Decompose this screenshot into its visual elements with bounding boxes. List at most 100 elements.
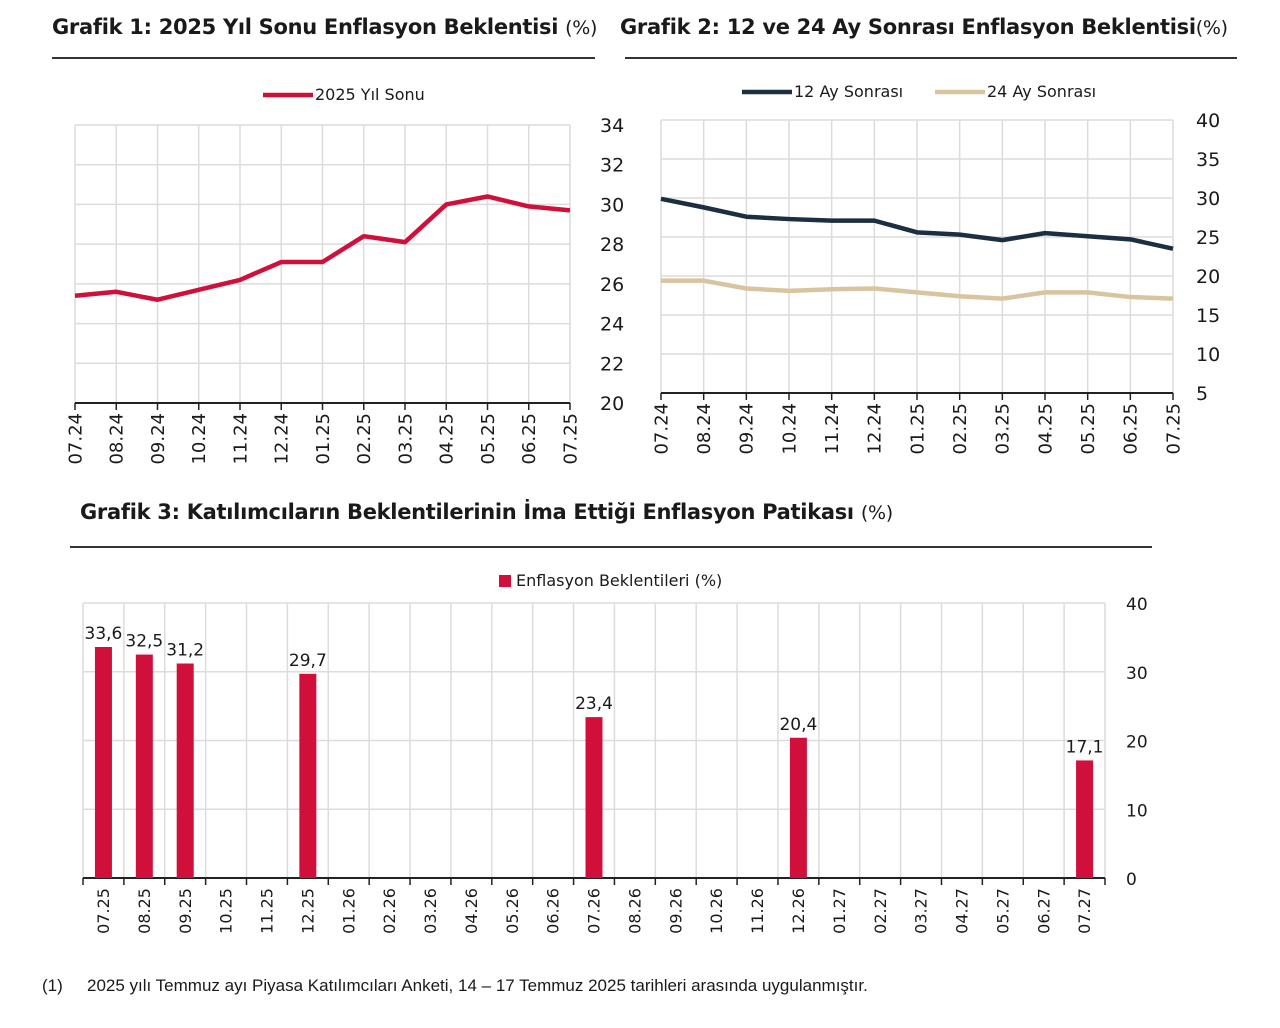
x-tick-label: 03.25 [993, 403, 1014, 455]
bar [299, 673, 317, 878]
y-tick-label: 30 [1126, 664, 1148, 684]
y-tick-label: 40 [1126, 595, 1148, 615]
x-tick-label: 05.27 [993, 888, 1012, 934]
x-tick-label: 07.25 [94, 888, 113, 934]
x-tick-label: 01.27 [830, 888, 849, 934]
chart2-title-unit: (%) [1195, 17, 1228, 39]
bar [176, 663, 194, 878]
x-tick-label: 07.24 [65, 413, 86, 465]
y-tick-label: 35 [1196, 149, 1220, 171]
chart1-title-text: Grafik 1: 2025 Yıl Sonu Enflasyon Beklen… [52, 15, 559, 39]
chart3-title-rule [70, 546, 1152, 548]
legend-label: 2025 Yıl Sonu [315, 85, 425, 104]
series-line [74, 194, 571, 302]
x-tick-label: 10.26 [707, 888, 726, 934]
x-tick-label: 05.25 [1078, 403, 1099, 455]
x-tick-label: 02.26 [380, 888, 399, 934]
x-tick-label: 11.24 [822, 403, 843, 455]
data-label: 29,7 [289, 651, 327, 671]
x-tick-label: 10.25 [217, 888, 236, 934]
chart1-title-unit: (%) [565, 17, 598, 39]
y-tick-label: 20 [1126, 733, 1148, 753]
bar [585, 717, 603, 878]
x-tick-label: 01.25 [907, 403, 928, 455]
y-tick-label: 22 [600, 353, 624, 375]
x-tick-label: 09.24 [148, 413, 169, 465]
footnote: (1) 2025 yılı Temmuz ayı Piyasa Katılımcı… [42, 976, 868, 996]
y-tick-label: 5 [1196, 383, 1208, 405]
x-tick-label: 02.25 [950, 403, 971, 455]
chart3-title-text: Grafik 3: Katılımcıların Beklentilerinin… [80, 500, 854, 524]
x-tick-label: 04.26 [462, 888, 481, 934]
x-tick-label: 11.24 [230, 413, 251, 465]
x-tick-label: 11.26 [748, 888, 767, 934]
chart3-title: Grafik 3: Katılımcıların Beklentilerinin… [80, 500, 893, 524]
x-tick-label: 04.27 [953, 888, 972, 934]
x-tick-label: 02.25 [354, 413, 375, 465]
x-tick-label: 01.25 [313, 413, 334, 465]
bar [1076, 760, 1094, 878]
x-tick-label: 09.25 [176, 888, 195, 934]
x-tick-label: 08.24 [694, 403, 715, 455]
y-tick-label: 30 [600, 194, 624, 216]
x-tick-label: 07.24 [651, 403, 672, 455]
data-label: 20,4 [779, 715, 817, 735]
x-tick-label: 12.26 [789, 888, 808, 934]
y-tick-label: 24 [600, 314, 624, 336]
series-line [660, 196, 1174, 251]
chart3-title-unit: (%) [860, 502, 893, 524]
chart2-title: Grafik 2: 12 ve 24 Ay Sonrası Enflasyon … [620, 15, 1228, 39]
y-tick-label: 32 [600, 155, 624, 177]
x-tick-label: 06.25 [519, 413, 540, 465]
y-tick-label: 15 [1196, 305, 1220, 327]
x-tick-label: 07.25 [1163, 403, 1184, 455]
y-tick-label: 34 [600, 115, 624, 137]
x-tick-label: 12.25 [298, 888, 317, 934]
x-tick-label: 11.25 [258, 888, 277, 934]
x-tick-label: 09.26 [666, 888, 685, 934]
chart2-title-text: Grafik 2: 12 ve 24 Ay Sonrası Enflasyon … [620, 15, 1196, 39]
y-tick-label: 10 [1126, 801, 1148, 821]
x-tick-label: 04.25 [1035, 403, 1056, 455]
footnote-text: 2025 yılı Temmuz ayı Piyasa Katılımcılar… [87, 976, 868, 995]
x-tick-label: 02.27 [871, 888, 890, 934]
x-tick-label: 05.26 [503, 888, 522, 934]
x-tick-label: 06.25 [1121, 403, 1142, 455]
legend-label: Enflasyon Beklentileri (%) [516, 571, 722, 590]
chart1-title: Grafik 1: 2025 Yıl Sonu Enflasyon Beklen… [52, 15, 597, 39]
chart2-title-rule [625, 57, 1237, 59]
chart1-title-rule [52, 57, 595, 59]
x-tick-label: 12.24 [272, 413, 293, 465]
x-tick-label: 04.25 [437, 413, 458, 465]
x-tick-label: 07.25 [560, 413, 581, 465]
x-tick-label: 10.24 [189, 413, 210, 465]
bar [135, 654, 153, 878]
x-tick-label: 06.27 [1034, 888, 1053, 934]
x-tick-label: 03.25 [395, 413, 416, 465]
bar [94, 647, 112, 878]
bar [789, 737, 807, 878]
y-tick-label: 20 [600, 393, 624, 415]
x-tick-label: 03.27 [912, 888, 931, 934]
x-tick-label: 12.24 [865, 403, 886, 455]
y-tick-label: 0 [1126, 870, 1137, 890]
x-tick-label: 08.25 [135, 888, 154, 934]
x-tick-label: 09.24 [737, 403, 758, 455]
x-tick-label: 08.24 [107, 413, 128, 465]
legend-label: 12 Ay Sonrası [794, 82, 903, 101]
x-tick-label: 07.26 [585, 888, 604, 934]
footnote-marker: (1) [42, 976, 63, 995]
y-tick-label: 20 [1196, 266, 1220, 288]
data-label: 33,6 [85, 624, 123, 644]
x-tick-label: 10.24 [779, 403, 800, 455]
x-tick-label: 06.26 [544, 888, 563, 934]
series-line [661, 278, 1174, 301]
x-tick-label: 05.25 [478, 413, 499, 465]
y-tick-label: 26 [600, 274, 624, 296]
x-tick-label: 01.26 [339, 888, 358, 934]
data-label: 23,4 [575, 694, 613, 714]
y-tick-label: 30 [1196, 188, 1220, 210]
y-tick-label: 40 [1196, 110, 1220, 132]
legend-label: 24 Ay Sonrası [987, 82, 1096, 101]
